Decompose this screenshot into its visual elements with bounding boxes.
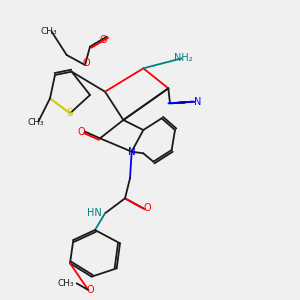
Text: CH₃: CH₃ xyxy=(27,118,44,127)
Text: O: O xyxy=(77,127,85,137)
Text: ≡: ≡ xyxy=(178,98,185,107)
Text: CH₃: CH₃ xyxy=(40,27,57,36)
Text: HN: HN xyxy=(87,208,102,218)
Text: O: O xyxy=(143,203,151,213)
Text: O: O xyxy=(86,285,94,295)
Text: N: N xyxy=(194,97,201,107)
Text: NH₂: NH₂ xyxy=(174,53,193,63)
Text: CH₃: CH₃ xyxy=(57,279,74,288)
Text: O: O xyxy=(82,58,90,68)
Text: N: N xyxy=(128,147,136,157)
Text: S: S xyxy=(67,108,73,118)
Text: O: O xyxy=(100,35,107,45)
